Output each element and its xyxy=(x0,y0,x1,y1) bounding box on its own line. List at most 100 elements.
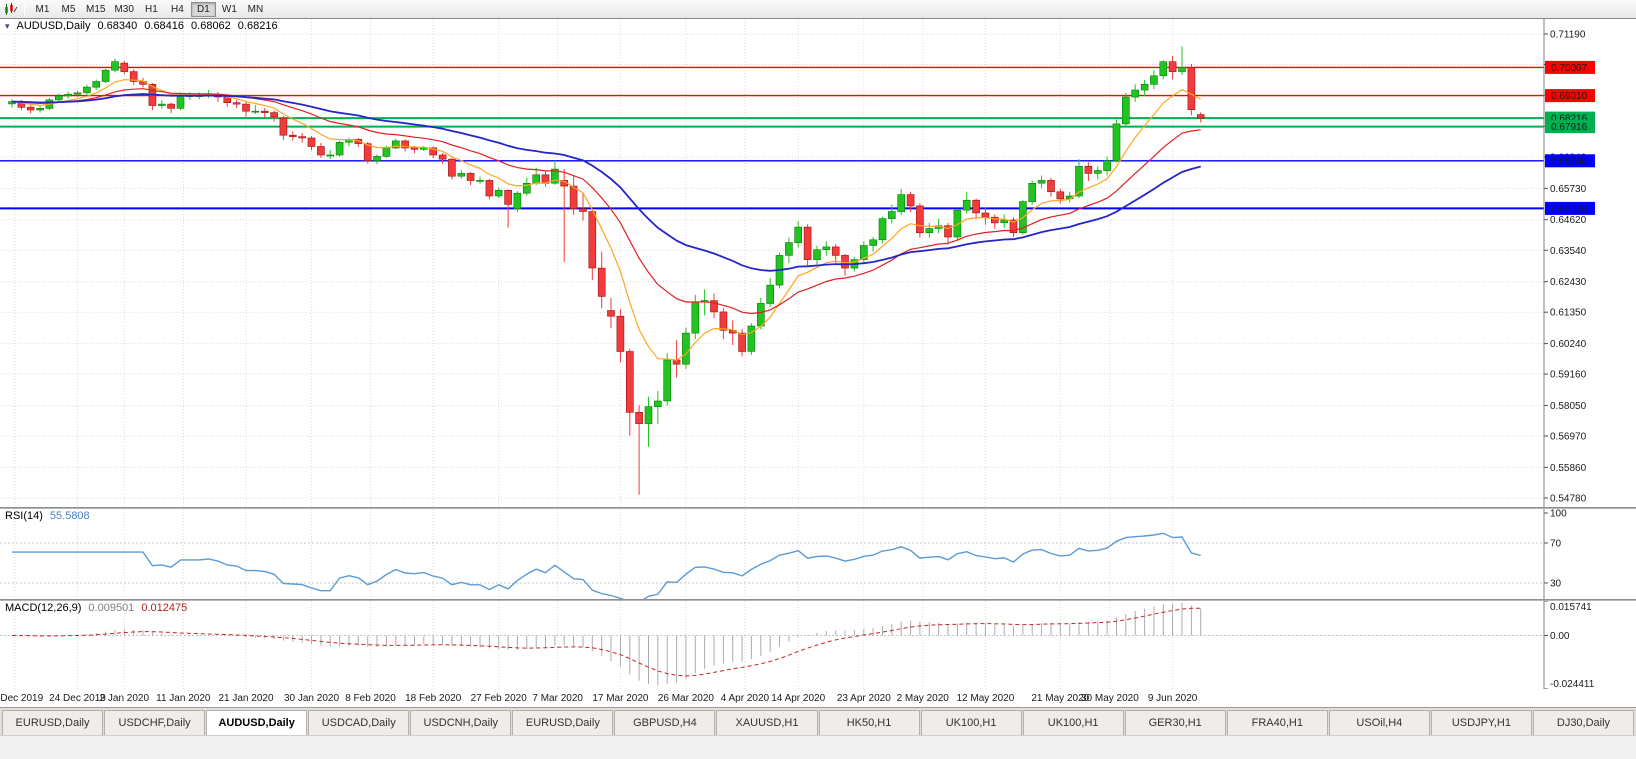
grid-lines xyxy=(0,601,1544,689)
timeframe-button-m1[interactable]: M1 xyxy=(35,3,50,15)
svg-text:0.70007: 0.70007 xyxy=(1551,63,1588,74)
svg-text:0.56970: 0.56970 xyxy=(1550,432,1587,443)
svg-text:-0.024411: -0.024411 xyxy=(1550,679,1595,689)
svg-text:0.55860: 0.55860 xyxy=(1550,463,1587,474)
chart-tab-usdchf-daily[interactable]: USDCHF,Daily xyxy=(104,710,206,735)
svg-text:30: 30 xyxy=(1550,579,1562,590)
svg-text:8 Feb 2020: 8 Feb 2020 xyxy=(345,693,396,704)
ma-slow-line xyxy=(11,93,1201,272)
price-chart-canvas[interactable]: 0.711900.701100.690300.679200.668400.657… xyxy=(0,19,1636,507)
macd-axis[interactable]: 0.015741 0.00 -0.024411 xyxy=(1543,601,1595,689)
mini-candles-icon xyxy=(5,2,18,15)
rsi-panel: 100 70 30 RSI(14) 55.5808 xyxy=(0,509,1636,599)
timeframe-button-d1[interactable]: D1 xyxy=(190,1,216,17)
chart-tab-uk100-h1[interactable]: UK100,H1 xyxy=(920,710,1022,735)
svg-text:0.59160: 0.59160 xyxy=(1550,370,1587,381)
price-axis[interactable]: 0.711900.701100.690300.679200.668400.657… xyxy=(1543,19,1595,507)
svg-text:0.69010: 0.69010 xyxy=(1551,91,1588,102)
chart-toolbar-icon[interactable] xyxy=(3,2,19,17)
price-chart-svg[interactable]: 0.711900.701100.690300.679200.668400.657… xyxy=(0,19,1636,507)
svg-text:2 Jan 2020: 2 Jan 2020 xyxy=(100,693,150,704)
rsi-svg[interactable]: 100 70 30 xyxy=(0,509,1636,599)
ma-medium-line xyxy=(11,88,1201,315)
macd-histogram xyxy=(20,603,1202,686)
chart-tab-uk100-h1[interactable]: UK100,H1 xyxy=(1022,710,1124,735)
timeframe-button-m15[interactable]: M15 xyxy=(86,3,106,15)
macd-svg[interactable]: 0.015741 0.00 -0.024411 xyxy=(0,601,1636,689)
price-badge xyxy=(1545,60,1595,74)
svg-text:26 Mar 2020: 26 Mar 2020 xyxy=(658,693,715,704)
svg-text:27 Feb 2020: 27 Feb 2020 xyxy=(471,693,528,704)
rsi-canvas[interactable]: 100 70 30 xyxy=(0,509,1636,599)
svg-text:0.58050: 0.58050 xyxy=(1550,401,1587,412)
price-badge xyxy=(1545,154,1595,168)
svg-text:9 Jun 2020: 9 Jun 2020 xyxy=(1148,693,1198,704)
svg-text:0.00: 0.00 xyxy=(1550,631,1570,642)
price-chart-panel: 0.711900.701100.690300.679200.668400.657… xyxy=(0,19,1636,507)
svg-text:0.54780: 0.54780 xyxy=(1550,494,1587,505)
chart-tab-usdjpy-h1[interactable]: USDJPY,H1 xyxy=(1430,710,1532,735)
svg-text:11 Jan 2020: 11 Jan 2020 xyxy=(156,693,211,704)
price-badge xyxy=(1545,89,1595,103)
timeframe-button-mn[interactable]: MN xyxy=(247,3,264,15)
chart-tab-gbpusd-h4[interactable]: GBPUSD,H4 xyxy=(614,710,716,735)
chart-tab-eurusd-daily[interactable]: EURUSD,Daily xyxy=(512,710,614,735)
macd-signal-line xyxy=(11,607,1201,677)
rsi-axis[interactable]: 100 70 30 xyxy=(1543,509,1567,599)
chart-tab-usdcnh-daily[interactable]: USDCNH,Daily xyxy=(410,710,512,735)
panel-divider[interactable] xyxy=(0,599,1636,601)
timeframe-button-m30[interactable]: M30 xyxy=(114,3,134,15)
svg-text:100: 100 xyxy=(1550,509,1567,520)
svg-text:0.66706: 0.66706 xyxy=(1551,156,1588,167)
svg-text:0.63540: 0.63540 xyxy=(1550,246,1587,257)
price-badge xyxy=(1545,201,1595,215)
horizontal-level-lines[interactable] xyxy=(0,66,1544,210)
svg-text:2 May 2020: 2 May 2020 xyxy=(897,693,950,704)
svg-text:0.65730: 0.65730 xyxy=(1550,184,1587,195)
price-badge xyxy=(1545,120,1595,134)
svg-text:0.68216: 0.68216 xyxy=(1551,114,1588,125)
chart-tab-ger30-h1[interactable]: GER30,H1 xyxy=(1124,710,1226,735)
svg-text:0.60240: 0.60240 xyxy=(1550,339,1587,350)
macd-panel: 0.015741 0.00 -0.024411 MACD(12,26,9) 0.00… xyxy=(0,601,1636,689)
panel-divider[interactable] xyxy=(0,507,1636,509)
chart-tab-dj30-daily[interactable]: DJ30,Daily xyxy=(1532,710,1634,735)
svg-text:30 Jan 2020: 30 Jan 2020 xyxy=(284,693,339,704)
svg-text:18 Feb 2020: 18 Feb 2020 xyxy=(405,693,462,704)
chart-tab-fra40-h1[interactable]: FRA40,H1 xyxy=(1226,710,1328,735)
svg-text:0.62430: 0.62430 xyxy=(1550,277,1587,288)
svg-text:14 Apr 2020: 14 Apr 2020 xyxy=(771,693,825,704)
chart-tab-xauusd-h1[interactable]: XAUUSD,H1 xyxy=(716,710,818,735)
svg-text:17 Mar 2020: 17 Mar 2020 xyxy=(592,693,649,704)
chart-tab-usoil-h4[interactable]: USOil,H4 xyxy=(1328,710,1430,735)
svg-text:21 May 2020: 21 May 2020 xyxy=(1031,693,1089,704)
chart-window: 0.711900.701100.690300.679200.668400.657… xyxy=(0,19,1636,707)
timeframe-button-h4[interactable]: H4 xyxy=(171,3,184,15)
grid-lines xyxy=(0,19,1544,507)
svg-text:4 Apr 2020: 4 Apr 2020 xyxy=(721,693,770,704)
chart-tab-hk50-h1[interactable]: HK50,H1 xyxy=(818,710,920,735)
timeframe-button-m5[interactable]: M5 xyxy=(61,3,76,15)
svg-text:0.64620: 0.64620 xyxy=(1550,215,1587,226)
macd-canvas[interactable]: 0.015741 0.00 -0.024411 xyxy=(0,601,1636,689)
chart-tab-audusd-daily[interactable]: AUDUSD,Daily xyxy=(206,710,308,735)
candlestick-series xyxy=(8,46,1205,495)
grid-lines xyxy=(0,509,1544,599)
svg-text:23 Apr 2020: 23 Apr 2020 xyxy=(837,693,891,704)
rsi-line xyxy=(12,532,1201,599)
chart-tab-bar: EURUSD,Daily USDCHF,Daily AUDUSD,Daily USDC… xyxy=(0,707,1636,735)
svg-text:0.015741: 0.015741 xyxy=(1550,602,1592,613)
timeframe-buttons: M1 M5 M15 M30 H1 H4 D1 W1 MN xyxy=(30,1,268,17)
chart-tab-usdcad-daily[interactable]: USDCAD,Daily xyxy=(308,710,410,735)
svg-text:21 Jan 2020: 21 Jan 2020 xyxy=(218,693,273,704)
timeframe-button-h1[interactable]: H1 xyxy=(145,3,158,15)
svg-text:30 May 2020: 30 May 2020 xyxy=(1081,693,1139,704)
top-toolbar: M1 M5 M15 M30 H1 H4 D1 W1 MN xyxy=(0,0,1636,19)
timeframe-button-w1[interactable]: W1 xyxy=(221,3,237,15)
chart-tab-eurusd-daily[interactable]: EURUSD,Daily xyxy=(2,710,104,735)
svg-text:70: 70 xyxy=(1550,539,1562,550)
toolbar-separator xyxy=(24,2,25,16)
svg-text:0.65020: 0.65020 xyxy=(1551,204,1588,215)
svg-text:0.71190: 0.71190 xyxy=(1550,30,1586,41)
